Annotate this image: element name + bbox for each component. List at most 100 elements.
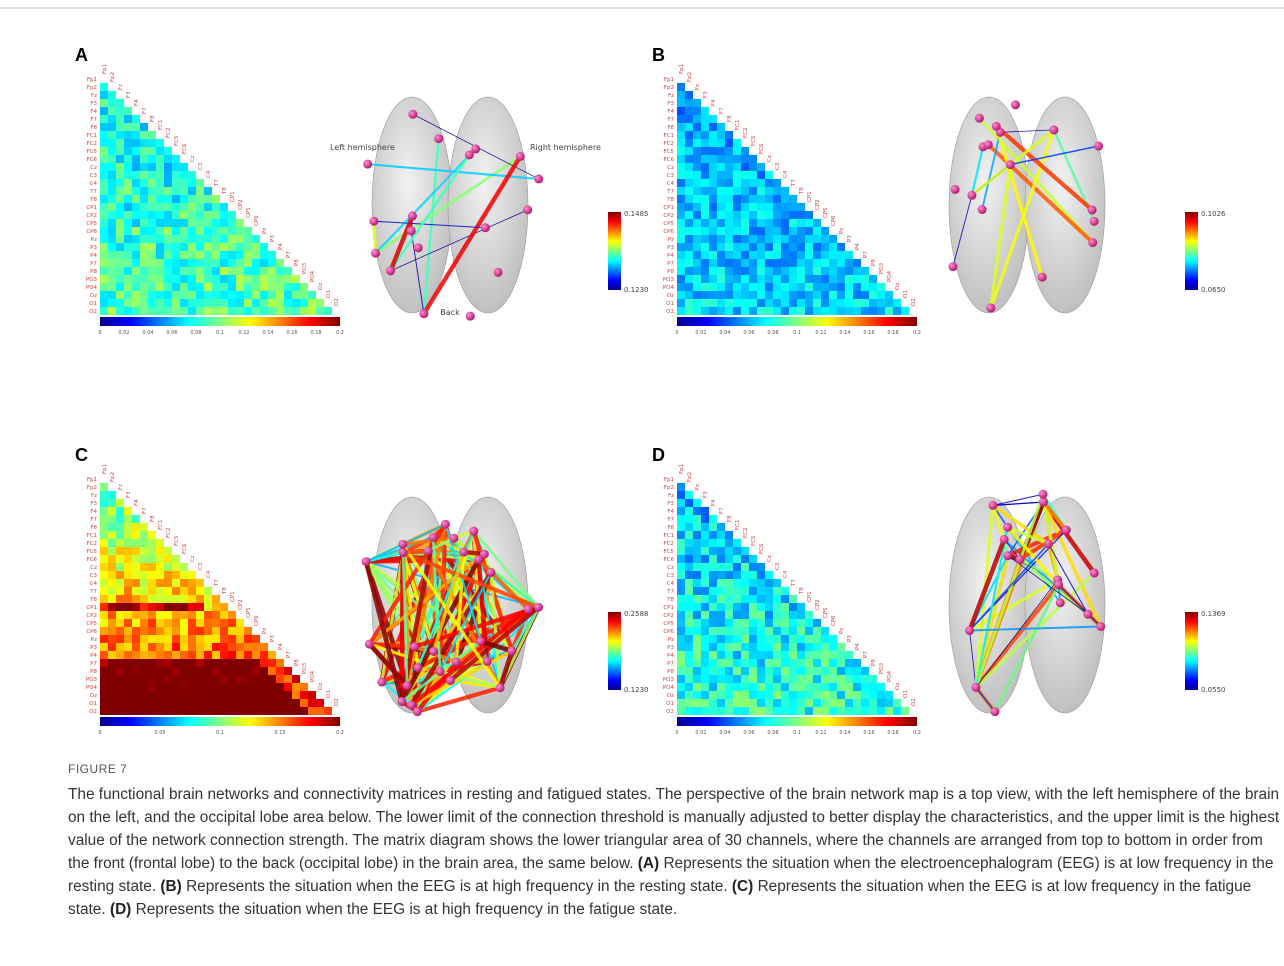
matrix-cell	[124, 699, 132, 707]
matrix-cell	[693, 267, 701, 275]
network-node	[496, 683, 505, 692]
channel-label: CP1	[807, 591, 813, 602]
channel-label: T7	[214, 179, 220, 187]
matrix-cell	[685, 627, 693, 635]
matrix-cell	[252, 635, 260, 643]
matrix-cell	[741, 251, 749, 259]
matrix-diagonal-cell	[180, 155, 188, 163]
matrix-cell	[228, 659, 236, 667]
colorbar-tick-label: 0.04	[142, 330, 153, 336]
matrix-cell	[244, 243, 252, 251]
network-node	[476, 637, 485, 646]
matrix-cell	[781, 227, 789, 235]
matrix-cell	[228, 691, 236, 699]
matrix-cell	[677, 571, 685, 579]
scale-min: 0.0550	[1201, 686, 1226, 694]
matrix-cell	[236, 699, 244, 707]
matrix-cell	[733, 147, 741, 155]
matrix-cell	[188, 707, 196, 715]
matrix-cell	[821, 683, 829, 691]
network-node	[386, 266, 395, 275]
matrix-cell	[693, 531, 701, 539]
matrix-diagonal-cell	[212, 187, 220, 195]
matrix-cell	[228, 235, 236, 243]
matrix-cell	[108, 571, 116, 579]
matrix-cell	[869, 291, 877, 299]
matrix-cell	[701, 259, 709, 267]
matrix-cell	[877, 283, 885, 291]
channel-label: F7	[90, 517, 97, 523]
matrix-cell	[140, 531, 148, 539]
matrix-diagonal-cell	[765, 563, 773, 571]
channel-label: CP6	[831, 215, 837, 226]
matrix-cell	[773, 251, 781, 259]
network-node	[452, 657, 461, 666]
matrix-cell	[140, 299, 148, 307]
matrix-cell	[725, 259, 733, 267]
matrix-cell	[789, 291, 797, 299]
channel-label: FC6	[86, 157, 97, 163]
matrix-cell	[172, 587, 180, 595]
matrix-cell	[252, 691, 260, 699]
matrix-cell	[709, 203, 717, 211]
matrix-cell	[164, 243, 172, 251]
matrix-cell	[196, 259, 204, 267]
matrix-cell	[757, 603, 765, 611]
matrix-cell	[308, 307, 316, 315]
matrix-cell	[140, 627, 148, 635]
matrix-cell	[228, 299, 236, 307]
matrix-cell	[733, 251, 741, 259]
channel-label: Fp1	[679, 64, 685, 74]
channel-label: PO3	[302, 662, 308, 674]
matrix-cell	[685, 187, 693, 195]
matrix-cell	[180, 643, 188, 651]
matrix-cell	[797, 699, 805, 707]
matrix-diagonal-cell	[733, 131, 741, 139]
matrix-cell	[300, 707, 308, 715]
matrix-cell	[765, 307, 773, 315]
matrix-cell	[813, 259, 821, 267]
matrix-cell	[124, 531, 132, 539]
matrix-cell	[749, 611, 757, 619]
matrix-cell	[164, 171, 172, 179]
channel-label: PO3	[663, 677, 675, 683]
matrix-diagonal-cell	[797, 595, 805, 603]
matrix-cell	[749, 219, 757, 227]
matrix-cell	[132, 635, 140, 643]
matrix-cell	[148, 539, 156, 547]
matrix-cell	[140, 523, 148, 531]
matrix-cell	[204, 611, 212, 619]
matrix-cell	[172, 299, 180, 307]
matrix-cell	[885, 299, 893, 307]
matrix-cell	[180, 579, 188, 587]
matrix-cell	[100, 307, 108, 315]
matrix-cell	[164, 659, 172, 667]
matrix-cell	[148, 691, 156, 699]
matrix-cell	[164, 603, 172, 611]
matrix-cell	[861, 291, 869, 299]
matrix-cell	[725, 651, 733, 659]
matrix-cell	[717, 619, 725, 627]
channel-label: O2	[89, 709, 97, 715]
matrix-cell	[172, 163, 180, 171]
matrix-cell	[140, 147, 148, 155]
matrix-cell	[124, 187, 132, 195]
matrix-cell	[805, 259, 813, 267]
matrix-cell	[292, 707, 300, 715]
matrix-cell	[789, 251, 797, 259]
matrix-cell	[821, 307, 829, 315]
matrix-cell	[733, 227, 741, 235]
matrix-cell	[781, 675, 789, 683]
matrix-cell	[276, 691, 284, 699]
matrix-cell	[132, 115, 140, 123]
channel-label: P3	[90, 245, 97, 251]
matrix-cell	[116, 275, 124, 283]
matrix-cell	[260, 643, 268, 651]
matrix-diagonal-cell	[220, 195, 228, 203]
matrix-cell	[172, 179, 180, 187]
matrix-diagonal-cell	[749, 147, 757, 155]
colorbar-tick-label: 0.16	[863, 730, 874, 736]
matrix-cell	[180, 299, 188, 307]
matrix-cell	[845, 667, 853, 675]
matrix-cell	[100, 691, 108, 699]
